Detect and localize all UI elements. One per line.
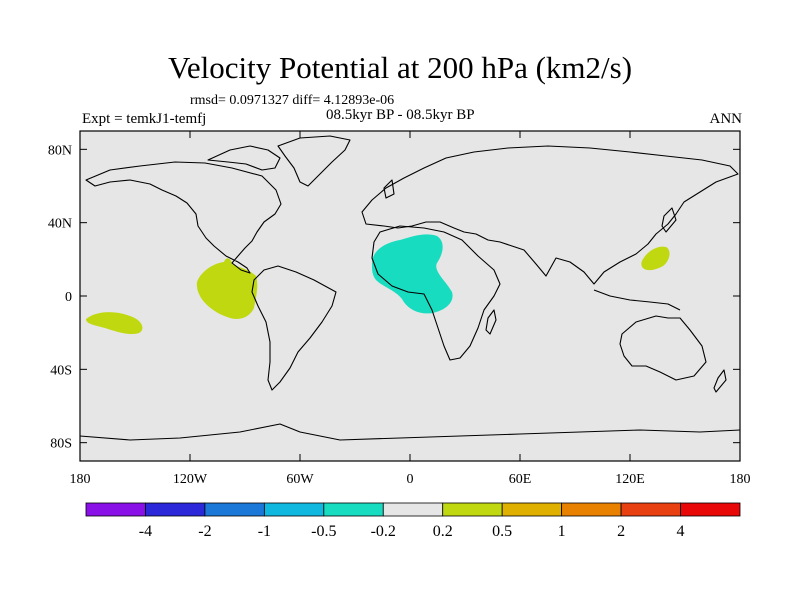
x-tick-label: 120E — [615, 472, 645, 487]
coastline-africa — [371, 225, 501, 361]
stats-label: rmsd= 0.0971327 diff= 4.12893e-06 — [190, 93, 395, 108]
colorbar-swatch — [620, 502, 681, 517]
anomaly-central-pacific — [86, 312, 143, 335]
colorbar-label: -0.2 — [371, 523, 396, 540]
anomaly-atlantic-africa — [371, 234, 453, 314]
coastline-south-america — [251, 265, 337, 391]
coastline-australia — [619, 315, 707, 381]
colorbar-label: 4 — [677, 523, 685, 540]
coastline-north-america — [85, 161, 282, 274]
coastline-antarctica — [79, 423, 741, 441]
colorbar-label: -4 — [139, 523, 152, 540]
x-tick-label: 180 — [730, 472, 751, 487]
colorbar: -4 -2 -1 -0.5 -0.2 0.2 0.5 1 2 4 — [85, 502, 741, 540]
colorbar-swatch — [85, 502, 146, 517]
colorbar-swatch — [442, 502, 503, 517]
coastline-new-zealand — [713, 369, 727, 393]
coastline-canada-arctic — [207, 145, 281, 171]
colorbar-swatch — [204, 502, 265, 517]
axis-ticks: 180 120W 60W 0 60E 120E 180 80N 40N 0 40S 80S — [48, 131, 751, 487]
colorbar-label: 1 — [558, 523, 566, 540]
coastline-greenland — [277, 135, 351, 187]
colorbar-label: -0.5 — [311, 523, 336, 540]
y-tick-label: 40N — [48, 217, 72, 232]
coastline-eurasia — [361, 145, 739, 285]
anomaly-eastern-pacific — [196, 258, 258, 319]
colorbar-swatch — [145, 502, 206, 517]
colorbar-swatch — [561, 502, 622, 517]
x-tick-label: 0 — [407, 472, 414, 487]
colorbar-swatch — [501, 502, 563, 517]
y-tick-label: 0 — [65, 290, 72, 305]
y-tick-label: 80N — [48, 143, 72, 158]
period-label: 08.5kyr BP - 08.5kyr BP — [326, 107, 475, 123]
y-tick-label: 40S — [50, 363, 72, 378]
colorbar-swatch — [263, 502, 325, 517]
x-tick-label: 120W — [173, 472, 208, 487]
plot-title: Velocity Potential at 200 hPa (km2/s) — [167, 50, 633, 85]
colorbar-label: 0.5 — [492, 523, 512, 540]
anomaly-western-pacific — [641, 246, 670, 271]
colorbar-label: -2 — [198, 523, 211, 540]
coastline-japan — [661, 207, 677, 233]
x-tick-label: 60W — [286, 472, 314, 487]
x-tick-label: 60E — [509, 472, 532, 487]
colorbar-swatch — [382, 502, 444, 517]
colorbar-label: 0.2 — [433, 523, 453, 540]
season-label: ANN — [709, 111, 743, 127]
coastline-madagascar — [485, 309, 497, 335]
coastline-indonesia — [593, 289, 681, 311]
colorbar-label: 2 — [617, 523, 625, 540]
coastline-uk — [383, 179, 395, 199]
colorbar-label: -1 — [258, 523, 271, 540]
y-tick-label: 80S — [50, 437, 72, 452]
anomaly-patches — [86, 234, 670, 335]
colorbar-swatch — [680, 502, 741, 517]
experiment-label: Expt = temkJ1-temfj — [82, 111, 207, 127]
x-tick-label: 180 — [70, 472, 91, 487]
coastlines — [79, 135, 741, 441]
colorbar-swatch — [323, 502, 384, 517]
